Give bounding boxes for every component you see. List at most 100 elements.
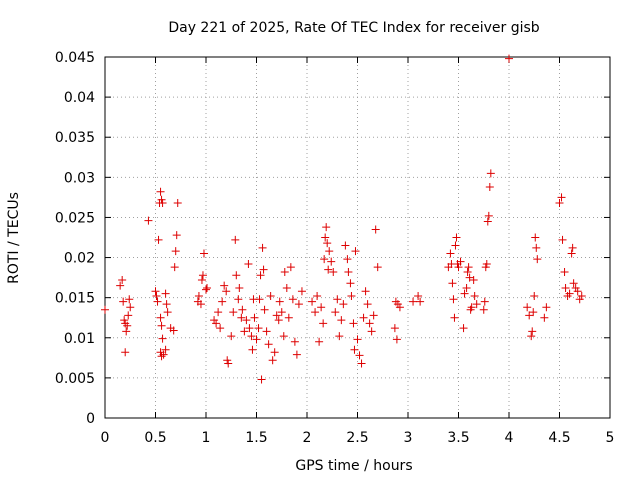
y-tick-label: 0.015 — [55, 291, 95, 307]
x-tick-label: 2 — [303, 430, 312, 446]
data-point — [575, 295, 584, 304]
data-point — [557, 193, 566, 202]
data-point — [198, 271, 207, 280]
data-point — [480, 297, 489, 306]
data-point — [122, 327, 131, 336]
data-point — [335, 332, 344, 341]
data-point — [248, 345, 257, 354]
data-point — [456, 257, 465, 266]
data-point — [571, 284, 580, 293]
x-tick-label: 1 — [202, 430, 211, 446]
data-point — [567, 249, 576, 258]
data-point — [297, 287, 306, 296]
data-point — [355, 351, 364, 360]
data-point — [153, 297, 162, 306]
data-point — [573, 287, 582, 296]
data-point — [486, 169, 495, 178]
data-point — [212, 319, 221, 328]
data-point — [245, 324, 254, 333]
data-point — [462, 284, 471, 293]
data-point — [393, 300, 402, 309]
data-point — [231, 235, 240, 244]
y-axis-label: ROTI / TECUs — [6, 192, 22, 284]
data-point — [156, 187, 165, 196]
data-point — [505, 54, 513, 63]
data-point — [169, 326, 178, 335]
data-point — [282, 284, 291, 293]
data-point — [353, 335, 362, 344]
data-point — [154, 235, 163, 244]
data-point — [523, 303, 532, 312]
data-point — [469, 276, 478, 285]
data-points — [101, 54, 586, 384]
data-point — [346, 279, 355, 288]
data-point — [172, 231, 181, 240]
data-point — [235, 284, 244, 293]
data-point — [171, 247, 180, 256]
data-point — [409, 297, 418, 306]
data-point — [339, 300, 348, 309]
data-point — [161, 345, 170, 354]
data-point — [464, 263, 473, 272]
y-tick-label: 0.04 — [64, 90, 95, 106]
data-point — [161, 289, 170, 298]
x-tick-label: 5 — [606, 430, 615, 446]
data-point — [222, 287, 231, 296]
data-point — [234, 295, 243, 304]
data-point — [311, 308, 320, 317]
data-point — [540, 313, 549, 322]
data-point — [315, 337, 324, 346]
data-point — [467, 303, 476, 312]
data-point — [416, 297, 425, 306]
data-point — [321, 233, 330, 242]
data-point — [279, 332, 288, 341]
y-tick-label: 0.045 — [55, 50, 95, 66]
data-point — [323, 239, 332, 248]
data-point — [262, 327, 271, 336]
data-point — [555, 199, 564, 208]
data-point — [343, 255, 352, 264]
data-point — [159, 350, 168, 359]
data-point — [163, 308, 172, 317]
data-point — [558, 235, 567, 244]
data-point — [322, 223, 331, 232]
data-point — [527, 332, 536, 341]
data-point — [351, 247, 360, 256]
data-point — [569, 279, 578, 288]
data-point — [123, 321, 132, 330]
data-point — [361, 287, 370, 296]
data-point — [577, 292, 586, 301]
data-point — [568, 243, 577, 252]
data-point — [450, 313, 459, 322]
data-point — [202, 285, 210, 294]
data-point — [530, 292, 539, 301]
data-point — [244, 259, 253, 268]
data-point — [286, 263, 295, 272]
data-point — [238, 305, 247, 314]
data-point — [451, 241, 460, 250]
data-point — [472, 300, 481, 309]
data-point — [255, 295, 264, 304]
data-point — [242, 316, 251, 325]
data-point — [371, 225, 380, 234]
data-point — [448, 279, 457, 288]
data-point — [224, 359, 233, 368]
data-point — [325, 247, 334, 256]
data-point — [125, 295, 134, 304]
x-tick-label: 2.5 — [346, 430, 368, 446]
data-point — [525, 311, 534, 320]
data-point — [333, 295, 342, 304]
data-point — [479, 305, 488, 314]
data-point — [170, 263, 179, 272]
data-point — [144, 216, 153, 225]
data-point — [470, 292, 479, 301]
data-point — [270, 348, 279, 357]
x-tick-label: 3 — [404, 430, 413, 446]
data-point — [216, 324, 225, 333]
data-point — [350, 345, 359, 354]
data-point — [337, 316, 346, 325]
data-point — [196, 300, 205, 309]
y-tick-label: 0 — [86, 411, 95, 427]
data-point — [290, 337, 299, 346]
